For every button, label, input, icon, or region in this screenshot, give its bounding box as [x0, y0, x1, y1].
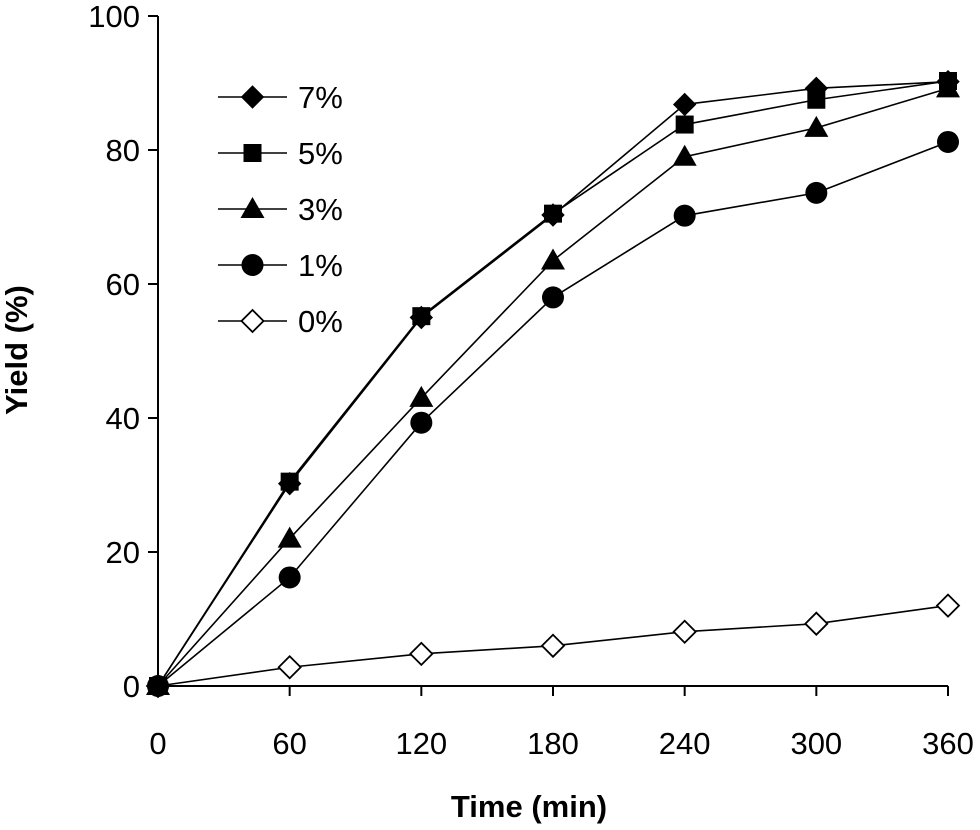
series-7pct-point: [804, 76, 829, 101]
series-7pct-point: [146, 674, 170, 698]
series-0pct-point: [277, 654, 302, 680]
series-5pct: [149, 71, 957, 695]
data-series: [145, 69, 961, 699]
series-5pct-line: [157, 80, 949, 687]
series-0pct-point: [672, 619, 697, 645]
legend-label: 0%: [298, 304, 343, 339]
legend-label: 7%: [298, 80, 343, 115]
x-axis-title: Time (min): [451, 789, 607, 824]
x-tick-label: 180: [527, 726, 579, 761]
x-tick-label: 300: [790, 726, 842, 761]
legend-label: 5%: [298, 136, 343, 171]
series-5pct-point: [675, 115, 694, 134]
series-1pct-point: [542, 286, 564, 309]
y-axis-title: Yield (%): [0, 285, 34, 415]
series-7pct-point: [277, 471, 302, 496]
legend-item: 5%: [218, 136, 343, 171]
series-7pct-point: [409, 305, 434, 330]
x-tick-label: 60: [272, 726, 306, 761]
legend-item: 1%: [218, 248, 343, 283]
legend-marker: [243, 144, 262, 162]
series-0pct-point: [409, 641, 434, 667]
x-tick-label: 240: [659, 726, 711, 761]
series-3pct-point: [672, 144, 697, 166]
series-1pct-point: [805, 181, 828, 204]
series-7pct-point: [672, 92, 697, 117]
legend: 7% 5% 3% 1% 0%: [218, 80, 343, 339]
series-0pct-point: [935, 593, 961, 618]
series-7pct-line: [157, 80, 949, 687]
series-3pct: [146, 76, 960, 695]
y-tick-label: 40: [106, 401, 140, 436]
series-7pct: [146, 69, 960, 698]
series-3pct-point: [409, 385, 434, 407]
x-tick-label: 360: [922, 726, 974, 761]
y-tick-label: 60: [106, 267, 140, 302]
y-tick-label: 20: [106, 535, 140, 570]
legend-item: 3%: [218, 192, 343, 227]
series-7pct-point: [936, 69, 960, 94]
series-0pct-point: [540, 633, 566, 659]
series-1pct-point: [937, 130, 959, 153]
y-tick-label: 100: [88, 0, 140, 34]
series-3pct-point: [804, 115, 829, 137]
legend-marker: [240, 308, 265, 334]
legend-marker: [241, 254, 264, 276]
y-tick-label: 80: [106, 133, 140, 168]
axes: 0 20 40 60 80 100 0 60 120 180 240 300 360: [88, 0, 974, 761]
series-1pct-point: [673, 204, 696, 227]
series-7pct-point: [541, 203, 565, 227]
legend-item: 7%: [218, 80, 343, 115]
legend-marker: [240, 197, 265, 218]
series-3pct-point: [277, 526, 302, 548]
series-3pct-line: [157, 87, 949, 687]
legend-label: 3%: [298, 192, 343, 227]
legend-item: 0%: [218, 304, 343, 339]
series-0pct: [145, 593, 961, 699]
x-tick-label: 0: [149, 726, 166, 761]
series-1pct-point: [410, 411, 433, 434]
legend-label: 1%: [298, 248, 343, 283]
legend-marker: [240, 85, 265, 109]
x-tick-label: 120: [395, 726, 447, 761]
series-0pct-point: [804, 611, 829, 636]
series-1pct-point: [278, 566, 301, 589]
y-tick-label: 0: [123, 669, 140, 704]
series-3pct-point: [541, 248, 565, 270]
